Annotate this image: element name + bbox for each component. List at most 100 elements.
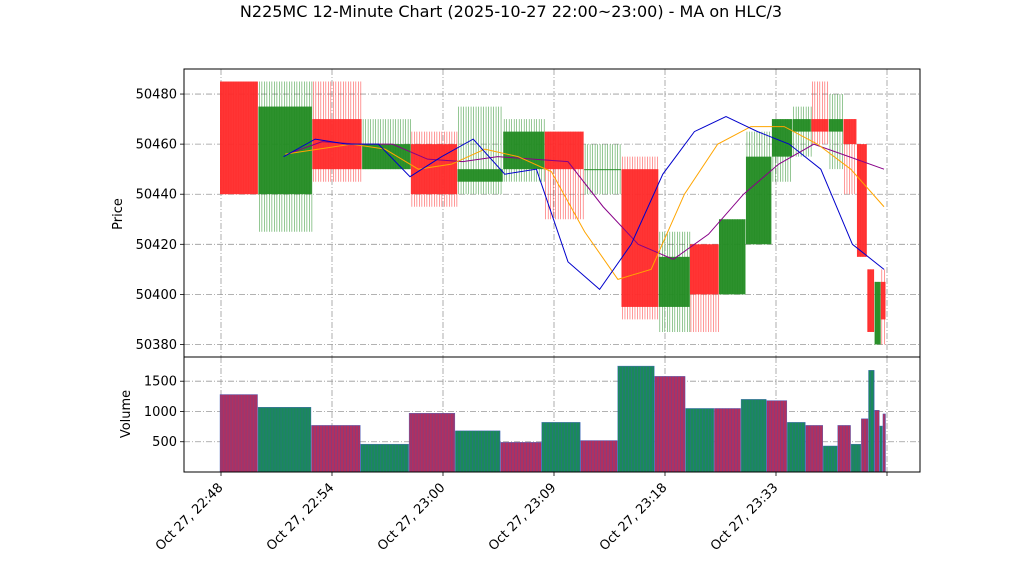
up-candle — [718, 219, 746, 295]
price-panel: 50380 50400 50420 50440 50460 50480 — [136, 68, 921, 358]
up-candle — [792, 106, 812, 157]
candle-body — [828, 119, 843, 132]
x-axis: Oct 27, 22:48 Oct 27, 22:54 Oct 27, 23:00 O… — [153, 472, 888, 554]
candle-body — [220, 81, 258, 195]
volume-bar-body — [500, 442, 542, 473]
candle-body — [856, 144, 867, 257]
candle-body — [745, 156, 772, 245]
volume-bar — [714, 408, 741, 473]
volume-axis-label: Volume — [119, 390, 134, 438]
volume-bar — [766, 400, 788, 473]
volume-bar-body — [861, 418, 869, 473]
candle-body — [880, 281, 886, 320]
volume-bar — [868, 370, 875, 473]
candle-body — [658, 256, 690, 307]
volume-bar-body — [541, 422, 581, 473]
candle-body — [584, 169, 621, 171]
ma-slow-line — [286, 141, 885, 260]
candle-body — [258, 106, 312, 195]
down-candle — [811, 81, 829, 145]
volume-bar — [874, 410, 880, 473]
volume-bar — [823, 445, 838, 473]
candle-body — [771, 119, 793, 157]
candle-body — [874, 281, 881, 345]
candle-body — [811, 119, 829, 132]
volume-bar — [685, 408, 715, 473]
x-tick-label: Oct 27, 22:54 — [264, 480, 337, 553]
chart-title: N225MC 12-Minute Chart (2025-10-27 22:00… — [239, 2, 783, 21]
volume-bar — [850, 443, 862, 473]
volume-bar-body — [874, 410, 880, 473]
volume-bar-body — [740, 399, 767, 473]
volume-bar — [861, 418, 869, 473]
price-tick-label: 50400 — [136, 288, 177, 303]
candle-body — [503, 131, 545, 170]
candle-body — [457, 169, 503, 182]
volume-bar-body — [580, 440, 618, 473]
up-candle — [828, 94, 843, 170]
volume-bar — [311, 425, 361, 473]
volume-bar-body — [714, 408, 741, 473]
x-tick-label: Oct 27, 23:18 — [597, 480, 670, 553]
up-candle — [457, 106, 503, 195]
down-candle — [220, 81, 258, 195]
down-candle — [621, 156, 659, 320]
candle-body — [621, 169, 659, 307]
volume-bar-body — [311, 425, 361, 473]
candle-body — [843, 119, 857, 145]
down-candle — [867, 269, 875, 332]
volume-bar — [219, 394, 258, 473]
volume-bar — [740, 399, 767, 473]
price-tick-label: 50420 — [136, 238, 177, 253]
x-tick-label: Oct 27, 23:33 — [708, 480, 781, 553]
price-tick-label: 50460 — [136, 138, 177, 153]
volume-tick-label: 1500 — [144, 375, 177, 390]
volume-bar — [837, 425, 851, 473]
up-candle — [258, 81, 313, 232]
volume-tick-label: 1000 — [144, 405, 177, 420]
up-candle — [503, 119, 545, 182]
volume-bar-body — [805, 425, 824, 473]
volume-bar — [455, 430, 501, 473]
volume-bar — [541, 422, 581, 473]
x-tick-label: Oct 27, 23:09 — [486, 480, 559, 553]
volume-bar — [787, 422, 806, 473]
volume-bar — [360, 443, 409, 473]
volume-bar — [617, 365, 655, 473]
price-tick-label: 50440 — [136, 188, 177, 203]
volume-bar-body — [787, 422, 806, 473]
candle-body — [867, 269, 875, 332]
up-candle — [874, 281, 881, 345]
volume-bar — [257, 407, 312, 473]
volume-bar — [408, 413, 456, 473]
volume-bar — [882, 413, 886, 473]
up-candle — [658, 231, 691, 332]
volume-bar-body — [455, 430, 501, 473]
ma-fast-line — [283, 116, 885, 291]
volume-bar — [654, 376, 686, 473]
up-candle — [745, 131, 772, 245]
up-candle — [771, 119, 793, 182]
volume-bar — [580, 440, 618, 473]
down-candle — [312, 81, 362, 182]
ma-mid-line — [285, 126, 885, 280]
volume-bar — [500, 442, 542, 473]
volume-bar — [879, 425, 883, 473]
volume-tick-label: 500 — [152, 435, 177, 450]
x-tick-label: Oct 27, 23:00 — [375, 480, 448, 553]
down-candle — [880, 269, 886, 345]
volume-panel: 500 1000 1500 — [144, 356, 921, 473]
x-tick-label: Oct 27, 22:48 — [153, 480, 226, 553]
candle-body — [718, 219, 746, 295]
volume-bar — [805, 425, 824, 473]
volume-panel-frame — [183, 356, 921, 473]
down-candle — [544, 131, 584, 220]
candle-body — [362, 144, 411, 170]
price-axis-label: Price — [111, 198, 126, 230]
volume-bar-body — [360, 443, 409, 473]
candle-body — [544, 131, 584, 170]
price-tick-label: 50380 — [136, 338, 177, 353]
down-candle — [689, 244, 719, 332]
candle-body — [689, 244, 719, 295]
